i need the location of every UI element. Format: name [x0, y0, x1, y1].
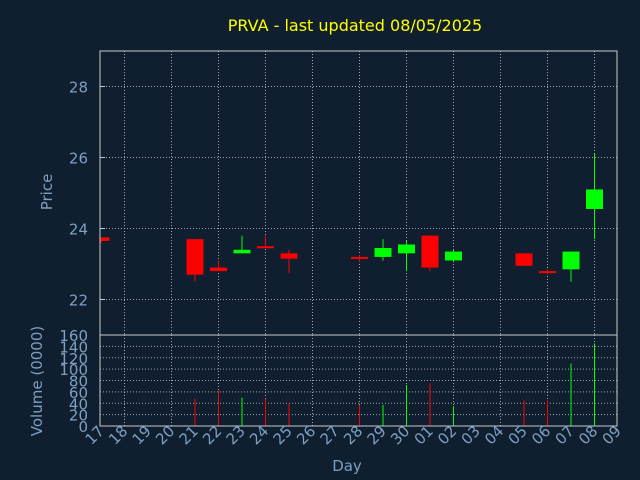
price-tick-label: 28: [69, 79, 88, 97]
candle-body: [398, 244, 415, 254]
chart-title: PRVA - last updated 08/05/2025: [228, 16, 482, 35]
volume-tick-label: 100: [59, 361, 88, 379]
price-candles: [100, 153, 603, 282]
volume-tick-label: 160: [59, 327, 88, 345]
volume-tick-label: 80: [69, 373, 88, 391]
candle-body: [445, 251, 462, 261]
volume-tick-label: 0: [78, 418, 88, 436]
volume-tick-label: 120: [59, 350, 88, 368]
candle-body: [351, 256, 368, 259]
grid-lines: [100, 51, 617, 426]
volume-tick-label: 40: [69, 395, 88, 413]
price-tick-label: 24: [69, 221, 88, 239]
plot-frames: [99, 50, 618, 427]
candle-body: [257, 246, 274, 249]
candle-body: [210, 267, 227, 272]
volume-tick-label: 60: [69, 384, 88, 402]
volume-tick-label: 20: [69, 407, 88, 425]
candle-body: [539, 271, 556, 274]
y-axis-label-price: Price: [38, 174, 56, 211]
x-axis-label: Day: [332, 457, 362, 475]
price-tick-label: 26: [69, 150, 88, 168]
candle-body: [515, 253, 533, 266]
price-tick-label: 22: [69, 292, 88, 310]
y-axis-label-volume: Volume (0000): [28, 326, 46, 436]
candle-body: [186, 239, 204, 275]
candle-body: [233, 249, 251, 254]
volume-panel-frame: [99, 334, 618, 427]
candle-body: [374, 248, 392, 257]
candle-body: [421, 235, 439, 268]
candle-body: [562, 251, 580, 270]
candle-body: [280, 253, 298, 259]
volume-bars: [194, 343, 595, 426]
x-tick-labels: 1718192021222324252627282930010203040506…: [82, 422, 625, 448]
volume-tick-label: 140: [59, 338, 88, 356]
candle-body: [586, 189, 603, 209]
candle-body: [100, 237, 110, 241]
